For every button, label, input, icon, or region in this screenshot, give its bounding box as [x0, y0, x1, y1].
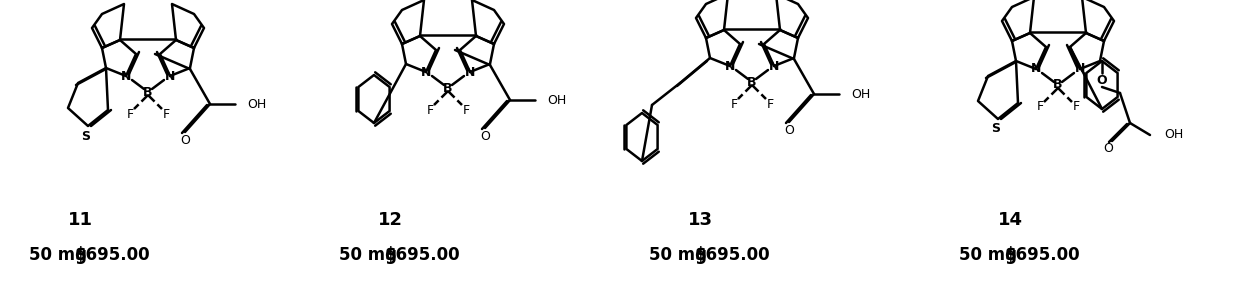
- Text: N: N: [725, 59, 735, 72]
- Text: F: F: [766, 97, 774, 110]
- Text: N: N: [1075, 63, 1085, 75]
- Text: 12: 12: [377, 211, 403, 229]
- Text: N: N: [1030, 63, 1042, 75]
- Text: N: N: [465, 66, 475, 79]
- Text: 50 mg: 50 mg: [649, 246, 707, 264]
- Text: $695.00: $695.00: [384, 246, 460, 264]
- Text: O: O: [1104, 142, 1114, 155]
- Text: N: N: [420, 66, 432, 79]
- Text: OH: OH: [851, 88, 870, 101]
- Text: S: S: [992, 122, 1001, 135]
- Text: O: O: [1096, 75, 1107, 88]
- Text: F: F: [427, 104, 434, 117]
- Text: OH: OH: [247, 97, 267, 110]
- Text: F: F: [162, 108, 170, 121]
- Text: N: N: [120, 70, 131, 82]
- Text: N: N: [769, 59, 779, 72]
- Text: OH: OH: [1164, 128, 1183, 142]
- Text: 14: 14: [997, 211, 1023, 229]
- Text: F: F: [463, 104, 470, 117]
- Text: F: F: [1073, 101, 1080, 113]
- Text: S: S: [82, 130, 91, 142]
- Text: $695.00: $695.00: [1004, 246, 1080, 264]
- Text: B: B: [748, 75, 756, 88]
- Text: B: B: [1053, 79, 1063, 92]
- Text: 50 mg: 50 mg: [29, 246, 87, 264]
- Text: O: O: [480, 130, 490, 142]
- Text: N: N: [165, 70, 175, 82]
- Text: F: F: [1037, 101, 1044, 113]
- Text: O: O: [180, 133, 190, 146]
- Text: $695.00: $695.00: [694, 246, 770, 264]
- Text: F: F: [126, 108, 134, 121]
- Text: B: B: [443, 81, 453, 95]
- Text: O: O: [784, 124, 794, 137]
- Text: 50 mg: 50 mg: [339, 246, 397, 264]
- Text: OH: OH: [547, 93, 567, 106]
- Text: 13: 13: [687, 211, 713, 229]
- Text: 50 mg: 50 mg: [959, 246, 1017, 264]
- Text: B: B: [144, 86, 153, 99]
- Text: 11: 11: [67, 211, 93, 229]
- Text: $695.00: $695.00: [74, 246, 150, 264]
- Text: F: F: [730, 97, 738, 110]
